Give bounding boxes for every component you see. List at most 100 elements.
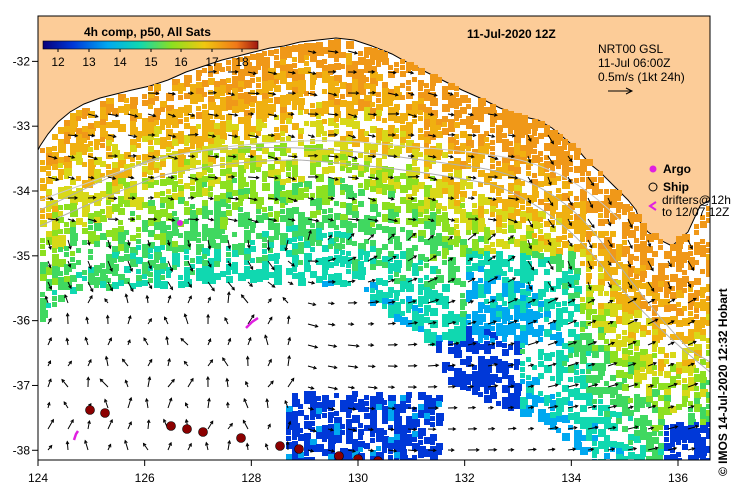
sst-pixel [358, 267, 366, 275]
sst-pixel [262, 183, 270, 191]
sst-pixel [388, 269, 393, 274]
current-arrow-head [93, 218, 98, 223]
sst-pixel [292, 93, 299, 100]
current-arrow [127, 113, 138, 118]
current-arrow [667, 281, 672, 290]
current-arrow [587, 383, 598, 388]
current-arrow [527, 260, 535, 271]
sst-pixel [460, 293, 465, 298]
sst-pixel [556, 236, 562, 242]
current-arrow [64, 294, 69, 304]
sst-pixel [592, 207, 598, 213]
sst-pixel [400, 437, 406, 443]
sst-pixel [592, 189, 598, 195]
current-arrow-head [47, 401, 51, 406]
sst-pixel [136, 197, 144, 205]
sst-pixel [298, 404, 303, 409]
sst-pixel [568, 245, 574, 251]
sst-pixel [376, 134, 383, 141]
sst-pixel [502, 397, 508, 403]
current-arrow-head [673, 446, 678, 451]
sst-pixel [238, 69, 245, 76]
sst-pixel [382, 292, 389, 299]
sst-pixel [700, 269, 705, 274]
sst-pixel [580, 405, 587, 412]
sst-pixel [634, 376, 642, 384]
sst-pixel [352, 223, 357, 228]
sst-pixel [202, 128, 209, 135]
sst-pixel [670, 316, 678, 324]
sst-pixel [412, 323, 420, 331]
x-axis: 124 126 128 130 132 134 136 [28, 460, 688, 485]
sst-pixel [382, 82, 388, 88]
colorbar-tick-label: 14 [113, 55, 127, 69]
sst-pixel [40, 268, 47, 275]
sst-pixel [214, 255, 221, 262]
sst-pixel [568, 191, 573, 196]
current-arrow-head [634, 318, 639, 323]
sst-pixel [370, 150, 376, 156]
sst-pixel [232, 106, 239, 113]
sst-pixel [658, 269, 665, 276]
current-arrow [427, 197, 436, 201]
sst-pixel [616, 418, 622, 424]
current-arrow [247, 314, 255, 325]
sst-pixel [280, 191, 286, 197]
sst-pixel [430, 146, 437, 153]
sst-pixel [340, 142, 348, 150]
sst-pixel [202, 254, 207, 259]
current-arrow-head [168, 441, 172, 446]
sst-pixel [268, 110, 274, 116]
sst-pixel [706, 392, 710, 400]
sst-pixel [334, 435, 342, 443]
current-arrow [427, 255, 437, 262]
sst-pixel [118, 280, 124, 286]
sst-pixel [292, 243, 298, 249]
sst-pixel [316, 192, 323, 199]
sst-pixel [700, 239, 705, 244]
sst-pixel [514, 359, 520, 365]
sst-pixel [526, 315, 533, 322]
current-arrow-head [206, 375, 210, 380]
sst-pixel [460, 95, 468, 103]
sst-pixel [466, 314, 471, 319]
current-arrow-head [172, 113, 177, 118]
current-arrow [627, 297, 637, 304]
sst-pixel [652, 329, 659, 336]
sst-pixel [256, 107, 262, 113]
sst-pixel [706, 404, 710, 409]
current-arrow [61, 379, 69, 388]
sst-pixel [70, 119, 78, 127]
drifter-period-label: to 12/07 12Z [662, 205, 729, 219]
sst-pixel [562, 217, 568, 223]
sst-pixel [382, 262, 388, 268]
sst-pixel [406, 236, 411, 241]
sst-pixel [358, 249, 364, 255]
sst-pixel [574, 292, 580, 298]
sst-pixel [76, 110, 84, 118]
sst-pixel [436, 347, 442, 353]
current-arrow-head [371, 364, 376, 369]
sst-pixel [406, 254, 413, 261]
sst-pixel [178, 179, 183, 184]
sst-pixel [262, 117, 267, 122]
sst-pixel [682, 336, 690, 344]
sst-pixel [538, 415, 545, 422]
sst-pixel [688, 329, 695, 336]
sst-pixel [106, 122, 112, 128]
sst-pixel [580, 447, 588, 455]
sst-pixel [598, 207, 603, 212]
sst-pixel [484, 377, 492, 385]
current-arrow [367, 365, 375, 367]
sst-pixel [166, 123, 171, 128]
sst-pixel [376, 188, 382, 194]
sst-pixel [202, 200, 208, 206]
sst-pixel [460, 179, 467, 186]
sst-pixel [628, 212, 635, 219]
sst-pixel [694, 452, 700, 458]
sst-pixel [412, 431, 418, 437]
sst-pixel [208, 78, 215, 85]
colorbar: 4h comp, p50, All Sats 12 13 14 15 16 17 18 [42, 25, 259, 69]
sst-pixel [52, 206, 59, 213]
sst-pixel [526, 153, 531, 158]
